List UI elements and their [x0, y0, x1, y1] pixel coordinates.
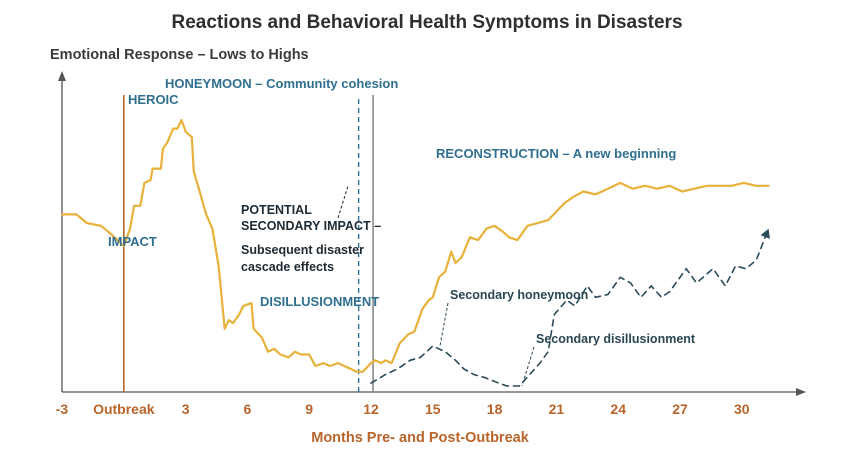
pointer-secondary-disillusionment	[521, 346, 535, 387]
annotation-reconstruction: RECONSTRUCTION – A new beginning	[436, 146, 676, 161]
x-tick-label: 24	[610, 401, 626, 417]
annotation-potential-line1: POTENTIAL	[241, 203, 312, 217]
x-tick-label: 18	[487, 401, 503, 417]
x-tick-label: 6	[244, 401, 252, 417]
annotation-heroic: HEROIC	[128, 92, 179, 107]
axes	[58, 71, 806, 396]
x-tick-labels: -3 Outbreak 3 6 9 12 15 18 21 24 27 30	[56, 401, 750, 417]
annotation-honeymoon: HONEYMOON – Community cohesion	[165, 76, 398, 91]
annotation-impact: IMPACT	[108, 234, 157, 249]
x-tick-label: 21	[549, 401, 565, 417]
x-tick-label: 12	[363, 401, 379, 417]
annotations: HEROIC HONEYMOON – Community cohesion IM…	[108, 76, 696, 387]
x-axis-arrow	[796, 388, 806, 396]
series-group	[60, 118, 770, 387]
y-axis-label: Emotional Response – Lows to Highs	[50, 47, 309, 63]
pointer-potential-impact	[337, 185, 349, 219]
x-axis-label: Months Pre- and Post-Outbreak	[311, 430, 529, 446]
x-tick-label: 27	[672, 401, 688, 417]
annotation-disillusionment: DISILLUSIONMENT	[260, 294, 379, 309]
x-tick-label: 3	[182, 401, 190, 417]
y-axis-arrow	[58, 71, 66, 81]
pointer-secondary-honeymoon	[439, 302, 449, 347]
x-tick-label: -3	[56, 401, 69, 417]
x-tick-label: 9	[305, 401, 313, 417]
annotation-cascade-line2: cascade effects	[241, 260, 334, 274]
x-tick-label: Outbreak	[93, 401, 155, 417]
annotation-cascade-line1: Subsequent disaster	[241, 243, 364, 257]
chart-title: Reactions and Behavioral Health Symptoms…	[171, 12, 682, 33]
series-line-1	[370, 227, 770, 387]
x-tick-label: 15	[425, 401, 441, 417]
annotation-secondary-disillusionment: Secondary disillusionment	[536, 332, 696, 346]
x-tick-label: 30	[734, 401, 750, 417]
series-arrowhead-1	[760, 228, 770, 239]
annotation-secondary-honeymoon: Secondary honeymoon	[450, 288, 588, 302]
annotation-potential-line2: SECONDARY IMPACT –	[241, 219, 381, 233]
series-line-0	[60, 118, 770, 373]
